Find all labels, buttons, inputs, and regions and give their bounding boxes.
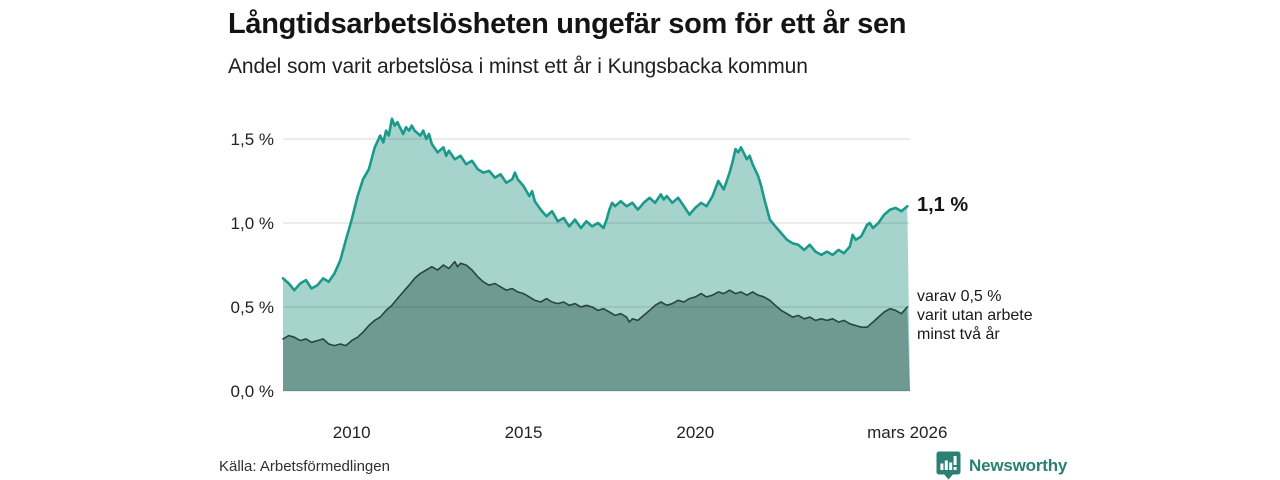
y-tick-label: 0,5 % (231, 298, 274, 317)
page-title: Långtidsarbetslösheten ungefär som för e… (228, 8, 907, 40)
latest-value-label: 1,1 % (917, 194, 969, 216)
secondary-annotation-line: varav 0,5 % (917, 288, 1002, 305)
series-line-1 (282, 260, 909, 347)
x-tick-label: 2020 (676, 423, 714, 442)
x-tick-label: 2010 (333, 423, 371, 442)
x-tick-label: 2015 (505, 423, 543, 442)
y-tick-label: 1,5 % (231, 130, 274, 149)
secondary-annotation-line: minst två år (917, 326, 1000, 343)
newsworthy-bubble-chart-icon (936, 451, 961, 480)
y-tick-label: 0,0 % (231, 382, 274, 401)
series-line-0 (281, 117, 909, 292)
brand-name: Newsworthy (969, 455, 1068, 475)
x-tick-label: mars 2026 (867, 423, 947, 442)
source-credit: Källa: Arbetsförmedlingen (219, 458, 390, 475)
secondary-annotation: varav 0,5 % varit utan arbete minst två … (917, 287, 1033, 344)
chart-header: Långtidsarbetslösheten ungefär som för e… (228, 8, 907, 79)
page-subtitle: Andel som varit arbetslösa i minst ett å… (228, 55, 808, 79)
newsworthy-logo: Newsworthy (936, 451, 1067, 480)
series-area-1 (283, 261, 910, 391)
secondary-annotation-line: varit utan arbete (917, 307, 1033, 324)
y-tick-label: 1,0 % (231, 214, 274, 233)
